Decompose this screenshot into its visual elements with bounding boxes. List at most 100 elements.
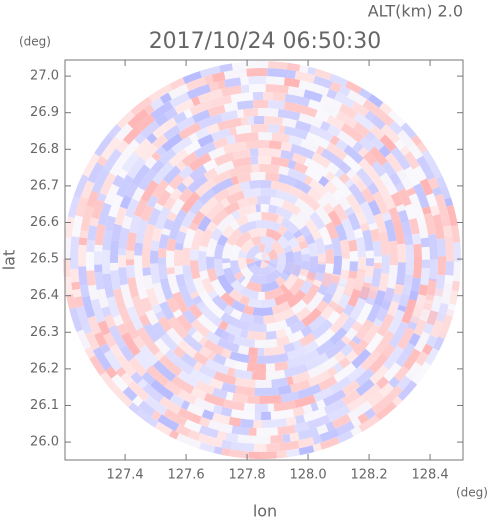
echo-cell bbox=[104, 314, 116, 329]
echo-cell bbox=[370, 136, 385, 151]
echo-cell bbox=[112, 314, 124, 327]
echo-cell bbox=[414, 331, 431, 353]
echo-cell bbox=[224, 77, 242, 88]
echo-cell bbox=[317, 196, 329, 208]
echo-cell bbox=[182, 70, 202, 84]
echo-cell bbox=[341, 217, 356, 242]
echo-cell bbox=[185, 76, 207, 92]
echo-cell bbox=[393, 283, 404, 296]
echo-cell bbox=[441, 217, 451, 227]
echo-cell bbox=[334, 168, 345, 179]
echo-cell bbox=[307, 362, 328, 379]
echo-cell bbox=[306, 271, 317, 281]
echo-cell bbox=[358, 87, 373, 100]
echo-cell bbox=[363, 151, 378, 167]
echo-cell bbox=[268, 124, 280, 134]
echo-cell bbox=[362, 99, 387, 120]
echo-cell bbox=[146, 194, 159, 209]
echo-cell bbox=[86, 239, 96, 253]
echo-cell bbox=[103, 332, 117, 348]
echo-cell bbox=[180, 191, 201, 214]
echo-cell bbox=[332, 362, 344, 374]
echo-cell bbox=[130, 371, 143, 385]
echo-cell bbox=[132, 395, 144, 407]
echo-cell bbox=[70, 236, 80, 249]
echo-cell bbox=[270, 434, 284, 444]
echo-cell bbox=[124, 320, 140, 340]
echo-cell bbox=[254, 403, 269, 413]
echo-cell bbox=[209, 303, 225, 319]
echo-cell bbox=[276, 215, 285, 225]
x-axis-label: lon bbox=[253, 502, 277, 521]
echo-cell bbox=[338, 172, 351, 184]
echo-cell bbox=[261, 211, 279, 223]
echo-cell bbox=[161, 133, 183, 153]
echo-cell bbox=[358, 414, 381, 433]
echo-cell bbox=[151, 303, 163, 315]
echo-cell bbox=[382, 345, 404, 370]
echo-cell bbox=[418, 284, 428, 296]
echo-cell bbox=[396, 168, 409, 182]
echo-cell bbox=[253, 115, 265, 125]
echo-cell bbox=[425, 334, 438, 348]
echo-cell bbox=[109, 239, 120, 263]
echo-cell bbox=[166, 327, 183, 345]
echo-cell bbox=[213, 151, 235, 167]
echo-cell bbox=[273, 400, 297, 412]
echo-cell bbox=[180, 400, 191, 411]
echo-cell bbox=[240, 238, 255, 254]
echo-field bbox=[63, 61, 461, 459]
echo-cell bbox=[275, 276, 286, 287]
echo-cell bbox=[208, 146, 226, 160]
echo-cell bbox=[339, 239, 350, 259]
echo-cell bbox=[163, 124, 181, 141]
echo-cell bbox=[340, 123, 364, 143]
echo-cell bbox=[371, 268, 382, 288]
echo-cell bbox=[135, 276, 148, 300]
echo-cell bbox=[357, 257, 367, 272]
echo-cell bbox=[280, 141, 293, 152]
echo-cell bbox=[106, 296, 121, 318]
echo-cell bbox=[265, 228, 283, 242]
echo-cell bbox=[151, 179, 170, 199]
echo-cell bbox=[304, 233, 316, 245]
echo-cell bbox=[279, 284, 289, 294]
echo-cell bbox=[329, 72, 349, 87]
echo-cell bbox=[216, 430, 227, 441]
echo-cell bbox=[225, 432, 239, 443]
echo-cell bbox=[177, 339, 198, 359]
echo-cell bbox=[286, 346, 308, 361]
echo-cell bbox=[99, 172, 117, 196]
echo-cell bbox=[436, 302, 449, 323]
echo-cell bbox=[110, 262, 119, 271]
echo-cell bbox=[237, 434, 254, 444]
echo-cell bbox=[261, 411, 272, 421]
echo-cell bbox=[116, 354, 137, 377]
echo-cell bbox=[230, 441, 255, 452]
echo-cell bbox=[407, 143, 424, 160]
echo-cell bbox=[190, 413, 202, 425]
echo-cell bbox=[96, 155, 108, 167]
echo-cell bbox=[127, 108, 149, 129]
echo-cell bbox=[75, 329, 91, 351]
echo-cell bbox=[264, 286, 285, 300]
echo-cell bbox=[391, 293, 402, 303]
echo-cell bbox=[90, 298, 106, 324]
echo-cell bbox=[114, 206, 128, 226]
echo-cell bbox=[351, 348, 372, 369]
echo-cell bbox=[452, 261, 461, 282]
echo-cell bbox=[367, 182, 380, 196]
echo-cell bbox=[126, 231, 137, 251]
echo-cell bbox=[248, 83, 266, 93]
echo-cell bbox=[300, 247, 310, 255]
echo-cell bbox=[245, 280, 262, 292]
echo-cell bbox=[419, 308, 431, 322]
echo-cell bbox=[285, 416, 297, 427]
echo-cell bbox=[360, 319, 374, 333]
echo-cell bbox=[303, 89, 323, 103]
echo-cell bbox=[81, 295, 96, 319]
echo-cell bbox=[255, 204, 261, 213]
echo-cell bbox=[307, 242, 318, 257]
echo-cell bbox=[287, 86, 306, 98]
echo-cell bbox=[250, 172, 266, 181]
